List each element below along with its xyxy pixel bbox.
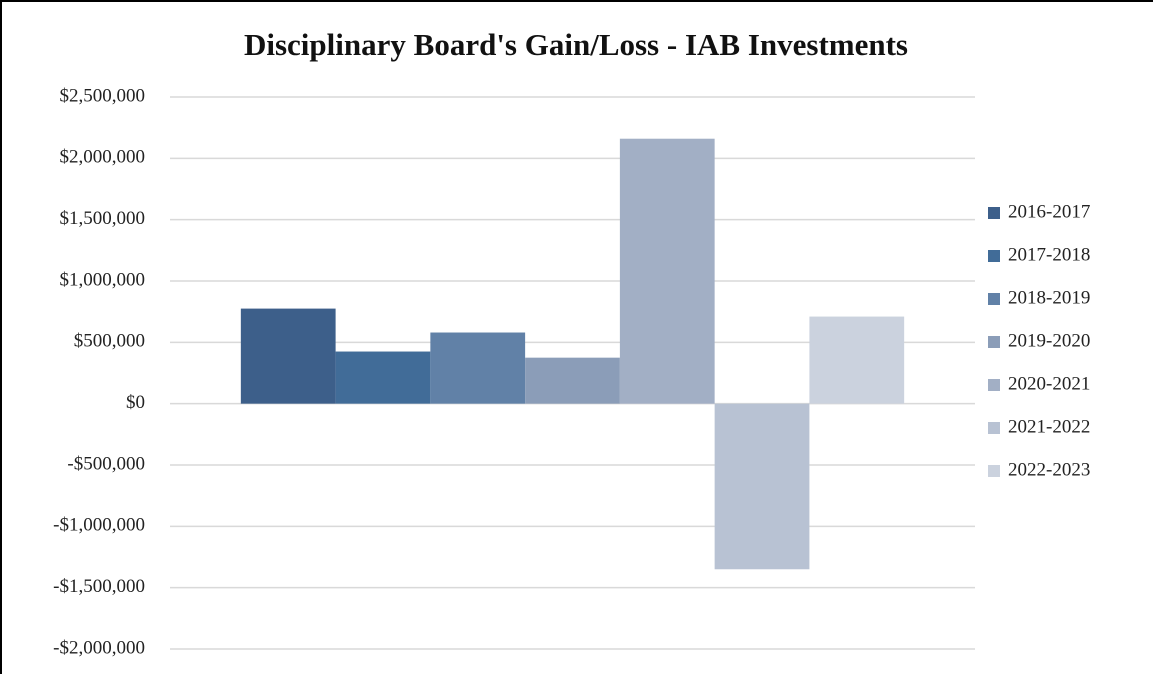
legend-label: 2016-2017 <box>1008 201 1090 222</box>
y-tick-label: $0 <box>126 392 145 413</box>
legend-marker <box>988 250 1000 262</box>
legend-label: 2017-2018 <box>1008 244 1090 265</box>
bar <box>809 316 905 404</box>
legend-label: 2019-2020 <box>1008 330 1090 351</box>
y-tick-label: -$1,500,000 <box>53 576 145 597</box>
y-tick-label: -$1,000,000 <box>53 515 145 536</box>
legend-label: 2022-2023 <box>1008 459 1090 480</box>
y-tick-label: $1,500,000 <box>60 208 146 229</box>
bar <box>619 138 715 404</box>
y-tick-label: -$500,000 <box>67 453 145 474</box>
legend-marker <box>988 465 1000 477</box>
legend-marker <box>988 422 1000 434</box>
y-tick-label: $2,500,000 <box>60 85 146 106</box>
legend-marker <box>988 379 1000 391</box>
y-tick-label: $2,000,000 <box>60 147 146 168</box>
bar <box>714 403 810 570</box>
y-tick-label: $500,000 <box>74 331 145 352</box>
chart-title: Disciplinary Board's Gain/Loss - IAB Inv… <box>244 27 908 62</box>
legend-marker <box>988 207 1000 219</box>
bar <box>240 308 336 404</box>
bar <box>525 357 620 404</box>
legend-label: 2018-2019 <box>1008 287 1090 308</box>
legend-marker <box>988 293 1000 305</box>
legend-marker <box>988 336 1000 348</box>
legend-label: 2020-2021 <box>1008 373 1090 394</box>
y-tick-label: -$2,000,000 <box>53 637 145 658</box>
bar <box>430 332 526 404</box>
y-tick-label: $1,000,000 <box>60 269 146 290</box>
bar <box>335 351 431 404</box>
legend-label: 2021-2022 <box>1008 416 1090 437</box>
